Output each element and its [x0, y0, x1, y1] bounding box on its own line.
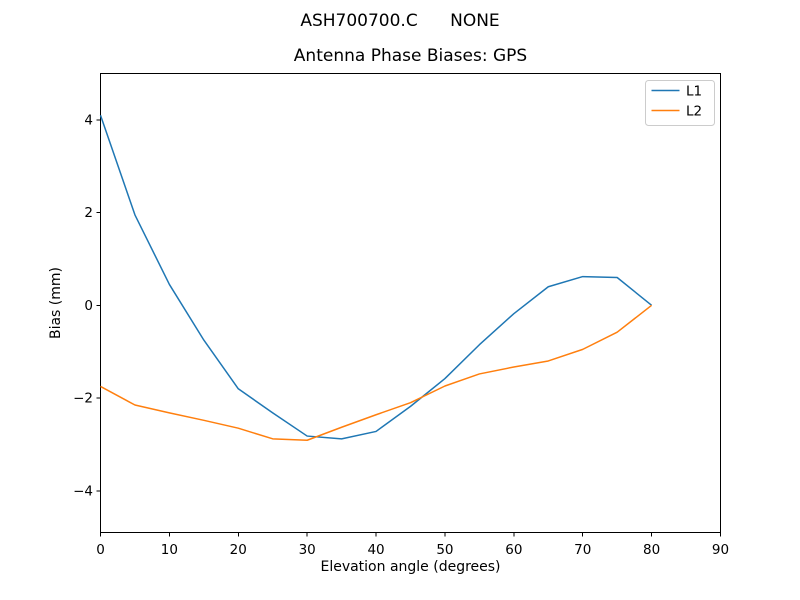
legend-label-l2: L2 — [686, 104, 702, 120]
legend-label-l1: L1 — [686, 84, 702, 100]
series-line-l1 — [99, 114, 653, 440]
x-tick-label: 20 — [230, 542, 247, 558]
x-axis-ticks: 0 10 20 30 40 50 60 70 80 90 — [96, 532, 729, 558]
axes-spines — [100, 73, 721, 533]
x-tick-label: 30 — [299, 542, 316, 558]
x-tick-label: 80 — [643, 542, 660, 558]
figure-suptitle: ASH700700.C NONE — [300, 11, 500, 31]
y-axis-label: Bias (mm) — [48, 266, 64, 340]
x-axis-label: Elevation angle (degrees) — [320, 559, 501, 575]
x-tick-label: 60 — [505, 542, 522, 558]
x-tick-label: 10 — [161, 542, 178, 558]
y-tick-label: −4 — [73, 483, 93, 499]
legend-box — [645, 80, 715, 126]
series-line-l2 — [100, 304, 653, 441]
y-tick-label: 0 — [84, 298, 93, 314]
x-tick-label: 90 — [712, 542, 729, 558]
y-axis-ticks: 4 2 0 −2 −4 — [73, 112, 101, 499]
x-tick-label: 50 — [436, 542, 453, 558]
x-tick-label: 40 — [367, 542, 384, 558]
x-tick-label: 0 — [96, 542, 105, 558]
y-tick-label: 2 — [84, 205, 93, 221]
x-tick-label: 70 — [574, 542, 591, 558]
axes-title: Antenna Phase Biases: GPS — [293, 46, 528, 66]
legend: L1 L2 — [645, 80, 715, 126]
data-series-lines — [99, 114, 653, 441]
y-tick-label: 4 — [84, 112, 93, 128]
y-tick-label: −2 — [73, 391, 93, 407]
